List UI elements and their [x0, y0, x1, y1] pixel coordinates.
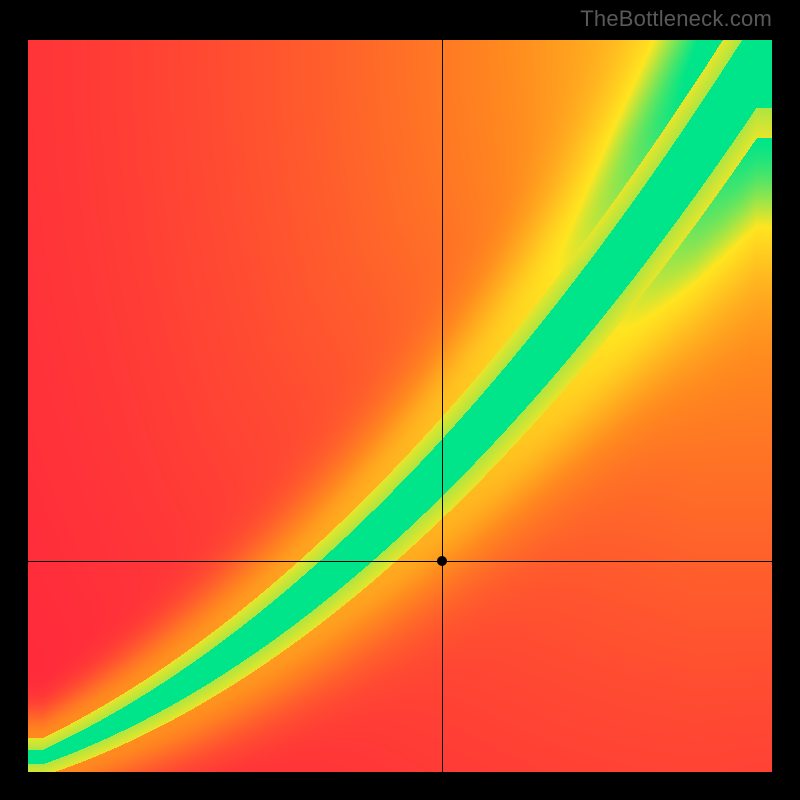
crosshair-vertical — [442, 40, 443, 772]
plot-frame — [22, 34, 778, 778]
heatmap-canvas — [28, 40, 772, 772]
plot-inner — [28, 40, 772, 772]
chart-container: TheBottleneck.com — [0, 0, 800, 800]
selection-marker — [437, 556, 447, 566]
watermark-text: TheBottleneck.com — [580, 6, 772, 32]
crosshair-horizontal — [28, 561, 772, 562]
